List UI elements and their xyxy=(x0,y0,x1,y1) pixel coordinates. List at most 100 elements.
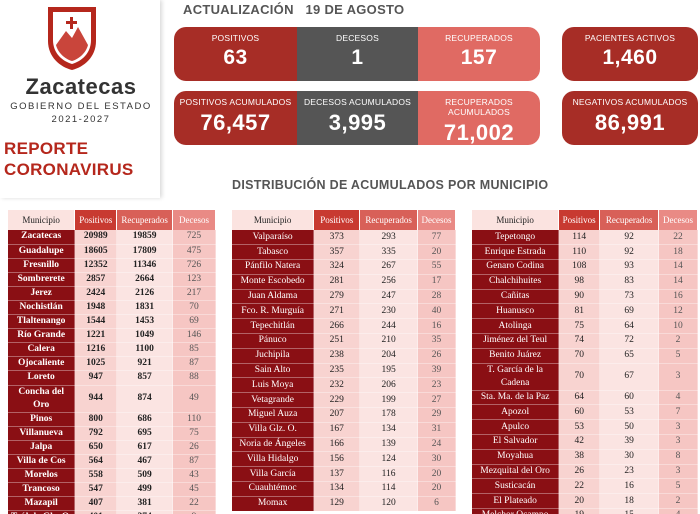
table-row: Villa de Cos 564 467 87 xyxy=(8,454,216,469)
cell-positivos: 74 xyxy=(558,333,601,349)
cell-decesos: 20 xyxy=(417,244,456,261)
cell-positivos: 53 xyxy=(558,419,601,436)
cell-municipio: Sombrerete xyxy=(8,272,76,287)
cell-recuperados: 139 xyxy=(359,437,419,453)
brand-block: Zacatecas GOBIERNO DEL ESTADO 2021-2027 xyxy=(6,74,156,125)
cell-recuperados: 1453 xyxy=(116,314,174,330)
cell-decesos: 22 xyxy=(658,230,698,246)
brand-subtitle: GOBIERNO DEL ESTADO xyxy=(10,101,152,112)
cell-municipio: Miguel Auza xyxy=(232,407,315,423)
cell-recuperados: 39 xyxy=(599,434,660,450)
table-row: Genaro Codina 108 93 14 xyxy=(472,259,698,275)
cell-decesos: 14 xyxy=(658,259,698,275)
header-recuperados: Recuperados xyxy=(116,210,174,230)
cell-municipio: Loreto xyxy=(8,370,76,386)
stat-label: DECESOS ACUMULADOS xyxy=(303,97,412,107)
stat-recuperados-acumulados: RECUPERADOS ACUMULADOS 71,002 xyxy=(418,91,540,145)
cell-recuperados: 204 xyxy=(359,348,419,364)
cell-positivos: 81 xyxy=(558,303,601,320)
report-title-line2: CORONAVIRUS xyxy=(4,160,134,179)
cell-positivos: 800 xyxy=(74,412,118,427)
cell-recuperados: 11346 xyxy=(116,258,174,273)
cell-positivos: 235 xyxy=(313,363,361,379)
header-municipio: Municipio xyxy=(232,210,315,230)
table-row: Pánuco 251 210 35 xyxy=(232,333,456,349)
table-row: T. García de la Cadena 70 67 3 xyxy=(472,363,698,391)
table-row: Moyahua 38 30 8 xyxy=(472,449,698,465)
cell-municipio: Villa Glz. O. xyxy=(232,422,315,438)
table-row: Juchipila 238 204 26 xyxy=(232,348,456,364)
table-row: Monte Escobedo 281 256 17 xyxy=(232,274,456,290)
table-row: Miguel Auza 207 178 29 xyxy=(232,407,456,423)
cell-positivos: 70 xyxy=(558,348,601,364)
cell-positivos: 20989 xyxy=(74,230,118,245)
cell-recuperados: 381 xyxy=(116,496,174,512)
header-positivos: Positivos xyxy=(313,210,361,230)
cell-decesos: 20 xyxy=(417,466,456,483)
report-title: REPORTE CORONAVIRUS xyxy=(4,138,134,180)
cell-decesos: 26 xyxy=(172,440,216,455)
table-row: Jalpa 650 617 26 xyxy=(8,440,216,455)
cell-municipio: Jerez xyxy=(8,286,76,301)
table-row: Pánfilo Natera 324 267 55 xyxy=(232,259,456,275)
cell-recuperados: 499 xyxy=(116,482,174,498)
table-row: Noria de Ángeles 166 139 24 xyxy=(232,437,456,453)
table-row: Ojocaliente 1025 921 87 xyxy=(8,356,216,372)
cell-municipio: Chalchihuites xyxy=(472,274,560,290)
table-header-row: Municipio Positivos Recuperados Decesos xyxy=(232,210,456,230)
cell-municipio: Jiménez del Teul xyxy=(472,333,560,349)
cell-positivos: 207 xyxy=(313,407,361,423)
stat-recuperados: RECUPERADOS 157 xyxy=(418,27,540,81)
table-row: El Plateado 20 18 2 xyxy=(472,493,698,510)
cell-positivos: 251 xyxy=(313,333,361,349)
cell-recuperados: 93 xyxy=(599,259,660,275)
cell-positivos: 2424 xyxy=(74,286,118,301)
cell-municipio: Pánfilo Natera xyxy=(232,259,315,275)
table-row: Sta. Ma. de la Paz 64 60 4 xyxy=(472,390,698,406)
cell-positivos: 2857 xyxy=(74,272,118,287)
cell-positivos: 134 xyxy=(313,481,361,497)
table-row: Juan Aldama 279 247 28 xyxy=(232,289,456,305)
stat-pacientes-activos: PACIENTES ACTIVOS 1,460 xyxy=(562,27,698,81)
header-municipio: Municipio xyxy=(472,210,560,230)
cell-recuperados: 206 xyxy=(359,377,419,394)
cell-decesos: 45 xyxy=(172,482,216,498)
cell-positivos: 108 xyxy=(558,259,601,275)
table-row: Villanueva 792 695 75 xyxy=(8,426,216,441)
update-date: ACTUALIZACIÓN 19 DE AGOSTO xyxy=(183,2,405,17)
table-row: El Salvador 42 39 3 xyxy=(472,434,698,450)
cell-recuperados: 23 xyxy=(599,464,660,480)
table-row: Luis Moya 232 206 23 xyxy=(232,377,456,394)
stat-label: DECESOS xyxy=(336,33,379,43)
cell-positivos: 129 xyxy=(313,496,361,512)
cell-municipio: Benito Juárez xyxy=(472,348,560,364)
cell-positivos: 357 xyxy=(313,244,361,261)
cell-decesos: 123 xyxy=(172,272,216,287)
cell-municipio: Río Grande xyxy=(8,328,76,344)
cell-municipio: Cañitas xyxy=(472,289,560,305)
header-decesos: Decesos xyxy=(172,210,216,230)
cell-positivos: 110 xyxy=(558,244,601,261)
cell-recuperados: 267 xyxy=(359,259,419,275)
logo-panel: Zacatecas GOBIERNO DEL ESTADO 2021-2027 … xyxy=(0,0,160,198)
cell-municipio: Enrique Estrada xyxy=(472,244,560,261)
cell-municipio: Sta. Ma. de la Paz xyxy=(472,390,560,406)
brand-name: Zacatecas xyxy=(25,74,137,99)
cell-positivos: 60 xyxy=(558,404,601,421)
cell-decesos: 87 xyxy=(172,454,216,469)
table-row: Guadalupe 18605 17809 475 xyxy=(8,244,216,259)
cell-recuperados: 210 xyxy=(359,333,419,349)
cell-municipio: Zacatecas xyxy=(8,230,76,245)
cell-positivos: 1025 xyxy=(74,356,118,372)
stat-value: 1,460 xyxy=(602,46,658,69)
cell-recuperados: 116 xyxy=(359,466,419,483)
cell-municipio: Tepechitlán xyxy=(232,318,315,335)
table-row: Mazapil 407 381 22 xyxy=(8,496,216,512)
cell-positivos: 564 xyxy=(74,454,118,469)
cell-positivos: 98 xyxy=(558,274,601,290)
cell-decesos: 31 xyxy=(417,422,456,438)
cell-recuperados: 874 xyxy=(116,385,174,413)
stat-label: NEGATIVOS ACUMULADOS xyxy=(572,97,688,107)
cell-municipio: Calera xyxy=(8,342,76,358)
cell-recuperados: 50 xyxy=(599,419,660,436)
